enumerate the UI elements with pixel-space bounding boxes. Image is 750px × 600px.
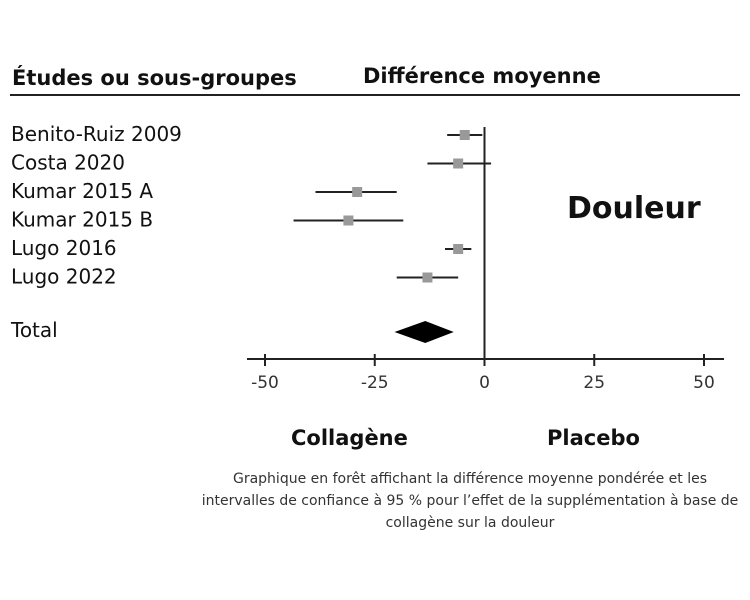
header-rule bbox=[10, 94, 740, 96]
study-label: Kumar 2015 B bbox=[11, 208, 153, 232]
point-estimate-marker bbox=[453, 244, 464, 254]
figure-caption: Graphique en forêt affichant la différen… bbox=[201, 471, 739, 531]
x-tick-label: 25 bbox=[583, 373, 605, 393]
x-tick-label: 50 bbox=[693, 373, 715, 393]
forest-plot: Benito-Ruiz 2009 Costa 2020 Kumar 2015 A Ku… bbox=[10, 122, 724, 393]
point-estimate-marker bbox=[422, 272, 433, 283]
favours-left-label: Collagène bbox=[291, 426, 408, 450]
study-labels: Benito-Ruiz 2009 Costa 2020 Kumar 2015 A Ku… bbox=[10, 122, 182, 342]
x-tick-label: 0 bbox=[479, 373, 490, 393]
favours-right-label: Placebo bbox=[547, 426, 640, 450]
study-label: Lugo 2016 bbox=[11, 236, 117, 260]
total-diamond bbox=[394, 321, 454, 343]
header-studies-label: Études ou sous-groupes bbox=[12, 66, 297, 90]
point-estimate-marker bbox=[352, 187, 363, 197]
header-effect-label: Différence moyenne bbox=[363, 64, 601, 88]
study-label: Costa 2020 bbox=[11, 151, 125, 175]
study-label: Kumar 2015 A bbox=[11, 179, 153, 203]
study-label: Benito-Ruiz 2009 bbox=[11, 122, 182, 146]
outcome-label: Douleur bbox=[567, 191, 701, 226]
point-estimate-marker bbox=[453, 158, 464, 169]
study-marks bbox=[293, 130, 492, 343]
x-tick-label: -50 bbox=[251, 373, 279, 393]
x-tick-label: -25 bbox=[361, 373, 389, 393]
point-estimate-marker bbox=[459, 130, 470, 140]
x-axis: -50 -25 0 25 50 bbox=[247, 127, 724, 393]
study-label: Lugo 2022 bbox=[11, 265, 117, 289]
total-label: Total bbox=[10, 318, 58, 342]
point-estimate-marker bbox=[343, 215, 354, 226]
